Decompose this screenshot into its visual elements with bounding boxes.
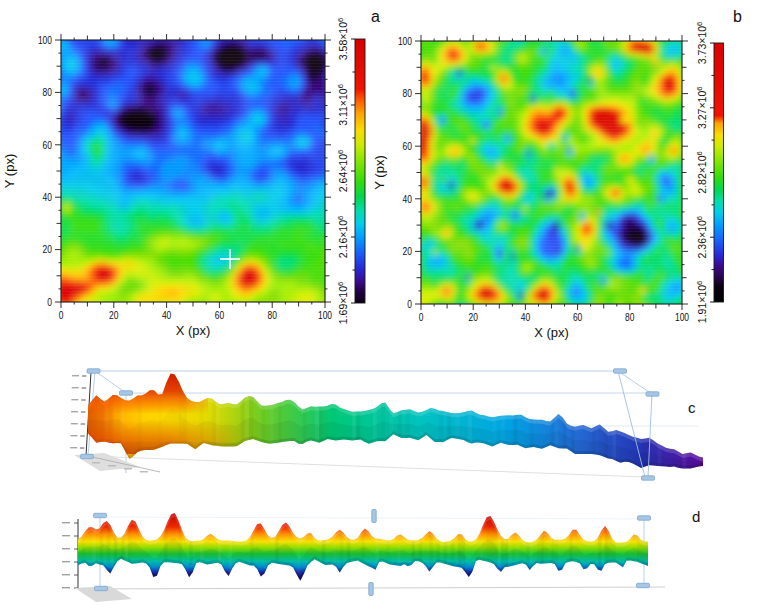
svg-text:100: 100 [398,35,412,47]
svg-text:1.91×106: 1.91×106 [695,281,708,323]
svg-text:20: 20 [109,309,119,321]
svg-text:3.58×106: 3.58×106 [336,18,349,60]
svg-text:2.16×106: 2.16×106 [336,216,349,258]
svg-text:Y (px): Y (px) [372,155,387,189]
svg-text:3.73×106: 3.73×106 [695,22,708,64]
svg-text:0: 0 [59,309,64,321]
svg-text:3.27×106: 3.27×106 [695,87,708,129]
svg-text:0: 0 [419,311,424,323]
svg-text:c: c [688,399,696,416]
svg-text:80: 80 [625,311,635,323]
svg-text:X (px): X (px) [534,325,569,340]
svg-text:0: 0 [407,298,412,310]
svg-text:2.36×106: 2.36×106 [695,216,708,258]
svg-text:a: a [371,8,380,25]
svg-text:3.11×106: 3.11×106 [336,84,349,126]
svg-text:d: d [692,508,700,525]
svg-text:0: 0 [47,296,52,308]
svg-text:40: 40 [521,311,531,323]
svg-text:20: 20 [43,243,53,255]
svg-text:1.69×106: 1.69×106 [336,282,349,324]
svg-text:20: 20 [403,245,413,257]
svg-text:X (px): X (px) [176,323,211,338]
svg-text:2.82×106: 2.82×106 [695,151,708,193]
svg-text:40: 40 [162,309,172,321]
svg-text:2.64×106: 2.64×106 [336,150,349,192]
svg-text:80: 80 [403,87,413,99]
svg-text:60: 60 [215,309,225,321]
svg-text:60: 60 [43,139,53,151]
svg-text:20: 20 [469,311,479,323]
svg-text:80: 80 [43,86,53,98]
svg-text:b: b [733,8,742,25]
svg-text:80: 80 [268,309,278,321]
svg-text:100: 100 [675,311,689,323]
svg-text:40: 40 [403,193,413,205]
svg-text:Y (px): Y (px) [2,154,17,188]
svg-text:40: 40 [43,191,53,203]
svg-text:100: 100 [318,309,332,321]
svg-text:60: 60 [573,311,583,323]
svg-text:100: 100 [38,34,52,46]
svg-text:60: 60 [403,140,413,152]
